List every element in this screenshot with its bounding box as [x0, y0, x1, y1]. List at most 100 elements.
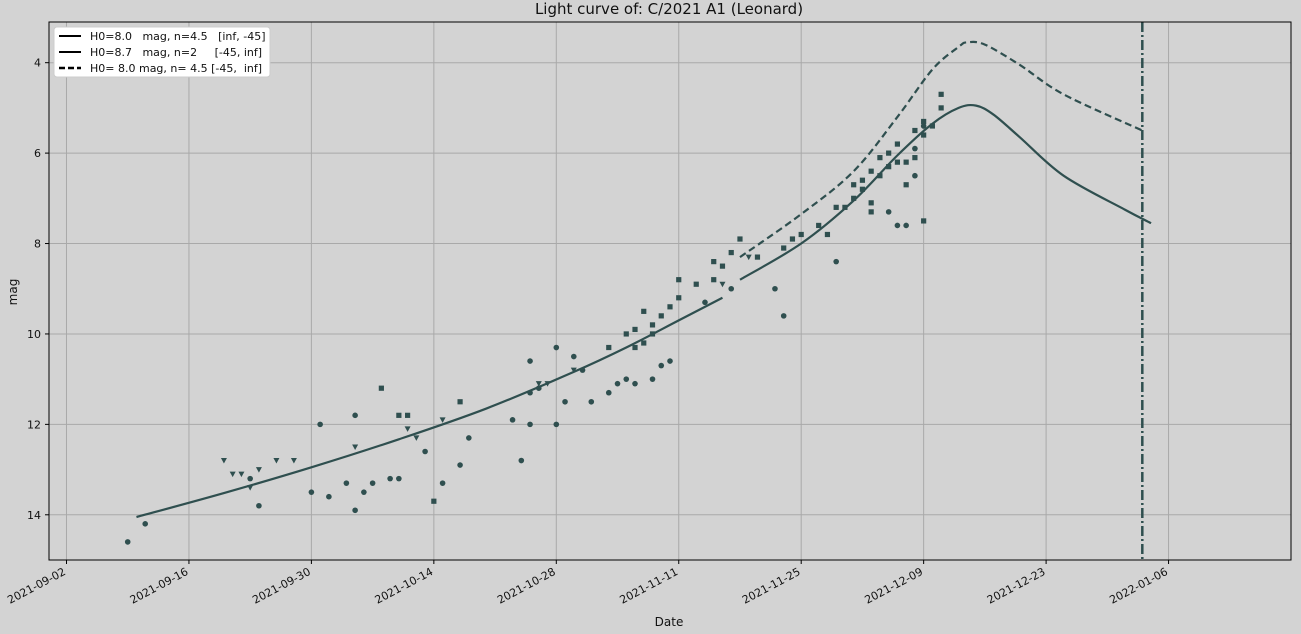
- observation-square: [903, 182, 909, 188]
- observation-square: [798, 231, 804, 238]
- y-tick-label: 12: [27, 418, 41, 431]
- y-axis-ticks: 4 6 8 10 12 14: [27, 57, 49, 522]
- y-tick-label: 10: [27, 328, 41, 341]
- model-curve-2: [739, 103, 1152, 281]
- observation-square: [921, 118, 927, 125]
- observation-square: [789, 236, 796, 242]
- observation-circle: [124, 539, 131, 545]
- observation-circle: [518, 457, 525, 464]
- observation-square: [868, 168, 874, 174]
- x-tick-label: 2021-09-30: [250, 565, 313, 606]
- observation-circle: [728, 285, 735, 292]
- x-tick-label: 2021-09-16: [128, 565, 191, 606]
- observation-square: [894, 141, 901, 147]
- x-tick-label: 2021-12-23: [985, 565, 1048, 606]
- observation-square: [658, 313, 664, 319]
- x-tick-label: 2021-12-09: [862, 565, 925, 606]
- x-tick-label: 2021-09-02: [5, 565, 68, 606]
- observation-circle: [247, 475, 253, 482]
- observation-square: [719, 263, 726, 269]
- observation-square: [457, 399, 463, 405]
- observation-circle: [885, 209, 892, 215]
- observation-circle: [667, 358, 673, 364]
- observation-circle: [527, 421, 533, 428]
- observation-circle: [352, 507, 358, 514]
- observation-square: [851, 195, 857, 201]
- observation-circle: [527, 358, 533, 364]
- observation-circle: [920, 123, 927, 129]
- observation-triangle: [290, 458, 297, 464]
- observation-square: [816, 222, 822, 229]
- observation-square: [667, 304, 673, 310]
- plot-area: [49, 22, 1291, 560]
- observation-circle: [632, 380, 638, 387]
- observation-circle: [466, 435, 472, 441]
- x-tick-label: 2021-10-14: [373, 565, 436, 606]
- observation-square: [938, 105, 944, 111]
- y-tick-label: 8: [34, 238, 41, 251]
- observation-circle: [439, 480, 446, 486]
- observation-square: [868, 209, 874, 215]
- observation-circle: [614, 380, 621, 387]
- observation-circle: [317, 421, 323, 428]
- observation-square: [842, 204, 848, 210]
- observation-circle: [562, 398, 568, 405]
- observation-square: [737, 236, 743, 242]
- observation-circle: [553, 344, 560, 351]
- observation-square: [606, 344, 612, 351]
- observation-circle: [833, 258, 839, 265]
- observation-triangle: [352, 444, 359, 450]
- observation-square: [754, 254, 761, 260]
- observation-circle: [780, 313, 787, 319]
- observation-circle: [142, 521, 149, 527]
- observation-circle: [536, 385, 542, 392]
- observation-triangle: [247, 485, 254, 491]
- observation-square: [405, 412, 411, 418]
- observation-square: [649, 331, 656, 337]
- observation-triangle: [238, 471, 245, 478]
- observation-circle: [343, 480, 350, 486]
- observation-circle: [894, 222, 901, 229]
- y-tick-label: 4: [34, 57, 41, 70]
- observation-square: [431, 498, 437, 504]
- observation-square: [859, 177, 866, 183]
- observation-square: [921, 132, 927, 138]
- observation-square: [912, 127, 918, 134]
- model-curve-3: [739, 40, 1143, 258]
- observation-circle: [352, 412, 358, 419]
- observation-triangle: [544, 381, 551, 387]
- x-tick-label: 2021-11-25: [740, 565, 803, 606]
- observation-circle: [326, 493, 332, 500]
- observation-circle: [422, 448, 428, 455]
- observation-square: [676, 277, 682, 283]
- y-axis-label: mag: [6, 279, 20, 306]
- observation-square: [728, 249, 734, 256]
- observation-circle: [553, 421, 560, 428]
- observation-circle: [308, 489, 315, 495]
- x-tick-label: 2022-01-06: [1107, 565, 1170, 606]
- legend: H0=8.0 mag, n=4.5 [inf, -45] H0=8.7 mag,…: [53, 26, 271, 78]
- observation-square: [886, 150, 892, 156]
- observation-square: [894, 159, 901, 165]
- observation-square: [824, 231, 831, 238]
- legend-label-2: H0=8.7 mag, n=2 [-45, inf]: [90, 46, 262, 59]
- observation-circle: [579, 367, 586, 373]
- y-tick-label: 14: [27, 509, 41, 522]
- observation-square: [649, 322, 656, 328]
- observation-square: [877, 155, 883, 161]
- observation-circle: [588, 398, 595, 405]
- observation-square: [632, 344, 638, 351]
- observation-points: [124, 91, 944, 545]
- observation-square: [912, 155, 918, 161]
- observation-square: [378, 385, 384, 391]
- observation-triangle: [439, 417, 446, 423]
- observation-circle: [702, 299, 708, 306]
- observation-triangle: [745, 254, 752, 261]
- observation-circle: [903, 222, 909, 229]
- observation-square: [676, 295, 682, 301]
- observation-circle: [605, 389, 612, 396]
- x-axis-label: Date: [655, 615, 684, 629]
- legend-label-3: H0= 8.0 mag, n= 4.5 [-45, inf]: [90, 62, 262, 75]
- observation-circle: [772, 285, 778, 292]
